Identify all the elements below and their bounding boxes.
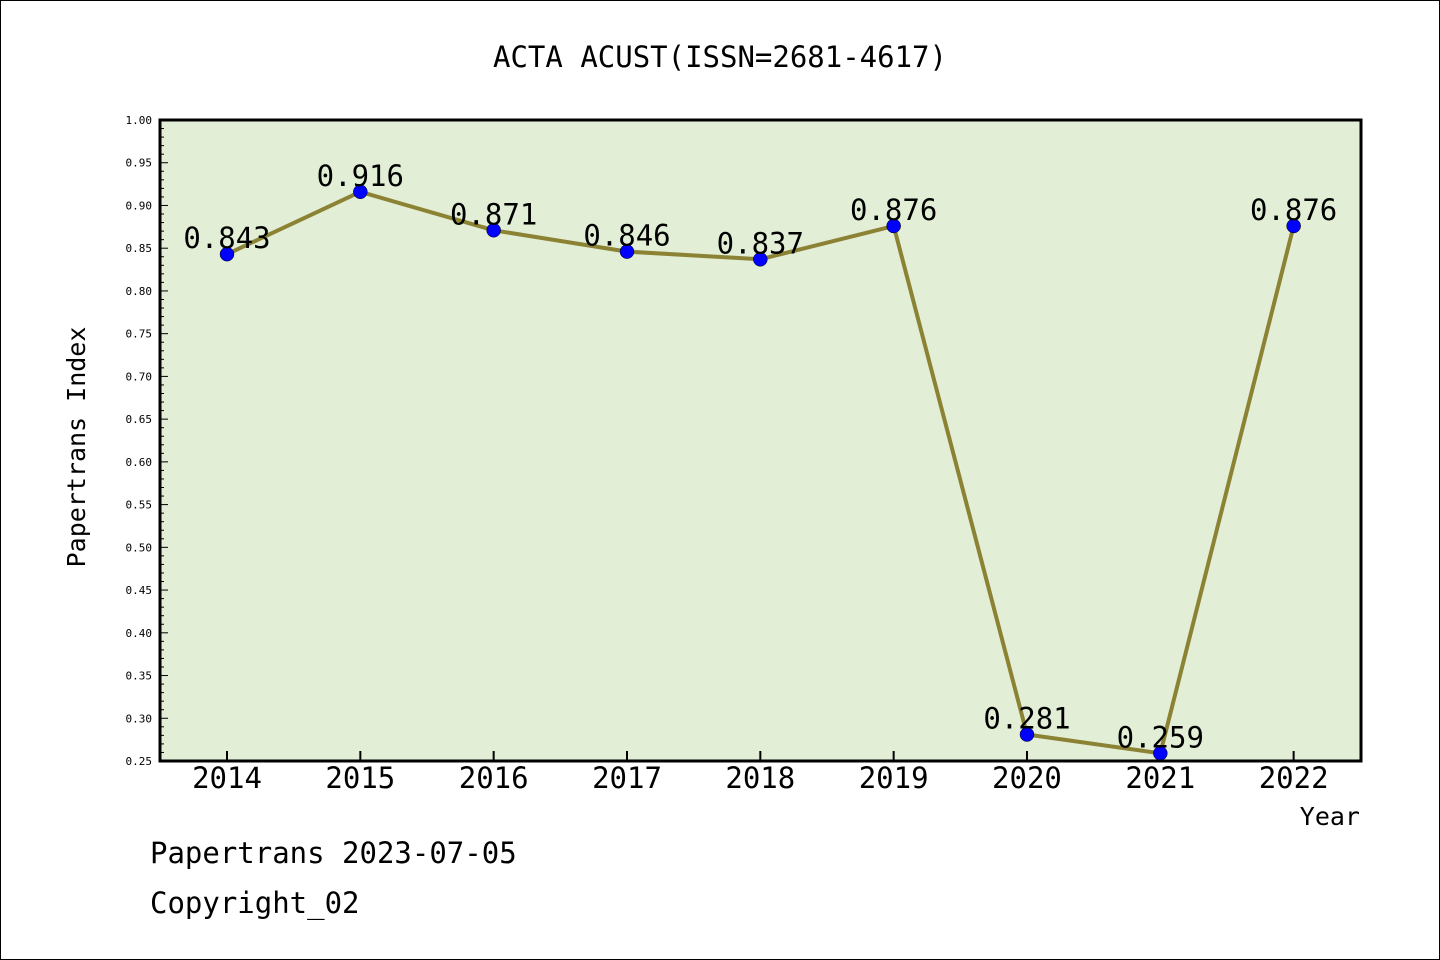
data-label: 0.846	[583, 219, 670, 253]
plot-area	[160, 120, 1361, 761]
x-tick-label: 2019	[859, 761, 929, 795]
x-axis-ticks: 2014 2015 2016 2017 2018 2019 2020 2021 2022	[192, 751, 1329, 795]
x-axis-label: Year	[1300, 802, 1360, 831]
data-point	[753, 252, 768, 267]
y-tick-label: 0.40	[126, 627, 153, 640]
x-tick-label: 2016	[459, 761, 529, 795]
x-tick-label: 2021	[1125, 761, 1195, 795]
y-tick-label: 0.80	[126, 285, 153, 298]
x-tick-label: 2017	[592, 761, 662, 795]
data-point	[353, 184, 368, 200]
data-point	[1286, 218, 1301, 234]
y-axis-label: Papertrans Index	[62, 327, 91, 568]
x-tick-label: 2022	[1259, 761, 1329, 795]
data-labels: 0.843 0.916 0.871 0.846 0.837 0.876 0.281 0.259…	[183, 159, 1337, 755]
y-tick-label: 0.55	[126, 499, 153, 512]
y-tick-label: 0.60	[126, 456, 153, 469]
x-tick-label: 2018	[725, 761, 795, 795]
y-tick-label: 0.45	[126, 584, 153, 597]
data-label: 0.876	[1250, 193, 1337, 227]
chart-title: ACTA ACUST(ISSN=2681-4617)	[493, 40, 947, 74]
data-point	[619, 244, 635, 259]
footer-date: Papertrans 2023-07-05	[150, 836, 517, 870]
series-markers	[219, 184, 1301, 761]
data-label: 0.837	[717, 226, 804, 260]
y-tick-label: 0.30	[126, 712, 153, 725]
x-tick-label: 2015	[325, 761, 395, 795]
y-tick-label: 0.25	[126, 755, 153, 768]
y-axis-ticks: 0.25 0.30 0.35 0.40 0.45 0.50 0.55 0.60 0.65 0.70…	[126, 114, 168, 768]
data-label: 0.871	[450, 197, 537, 231]
data-label: 0.876	[850, 193, 937, 227]
data-point	[886, 218, 901, 234]
y-tick-label: 0.35	[126, 670, 153, 683]
data-point	[486, 223, 501, 238]
y-tick-label: 0.50	[126, 541, 153, 554]
data-label: 0.916	[317, 159, 404, 193]
data-label: 0.259	[1117, 720, 1204, 754]
y-tick-label: 0.65	[126, 413, 153, 426]
y-tick-label: 0.95	[126, 157, 153, 170]
y-tick-label: 0.90	[126, 199, 153, 212]
y-tick-label: 1.00	[126, 114, 153, 127]
plot-border	[158, 118, 1363, 763]
data-point	[219, 246, 235, 262]
y-tick-label: 0.70	[126, 370, 153, 383]
footer-copyright: Copyright_02	[150, 886, 360, 920]
data-point	[1019, 727, 1035, 742]
data-label: 0.843	[183, 221, 270, 255]
x-tick-label: 2020	[992, 761, 1062, 795]
x-tick-label: 2014	[192, 761, 262, 795]
data-label: 0.281	[983, 702, 1070, 736]
y-tick-label: 0.75	[126, 328, 153, 341]
y-tick-label: 0.85	[126, 242, 153, 255]
